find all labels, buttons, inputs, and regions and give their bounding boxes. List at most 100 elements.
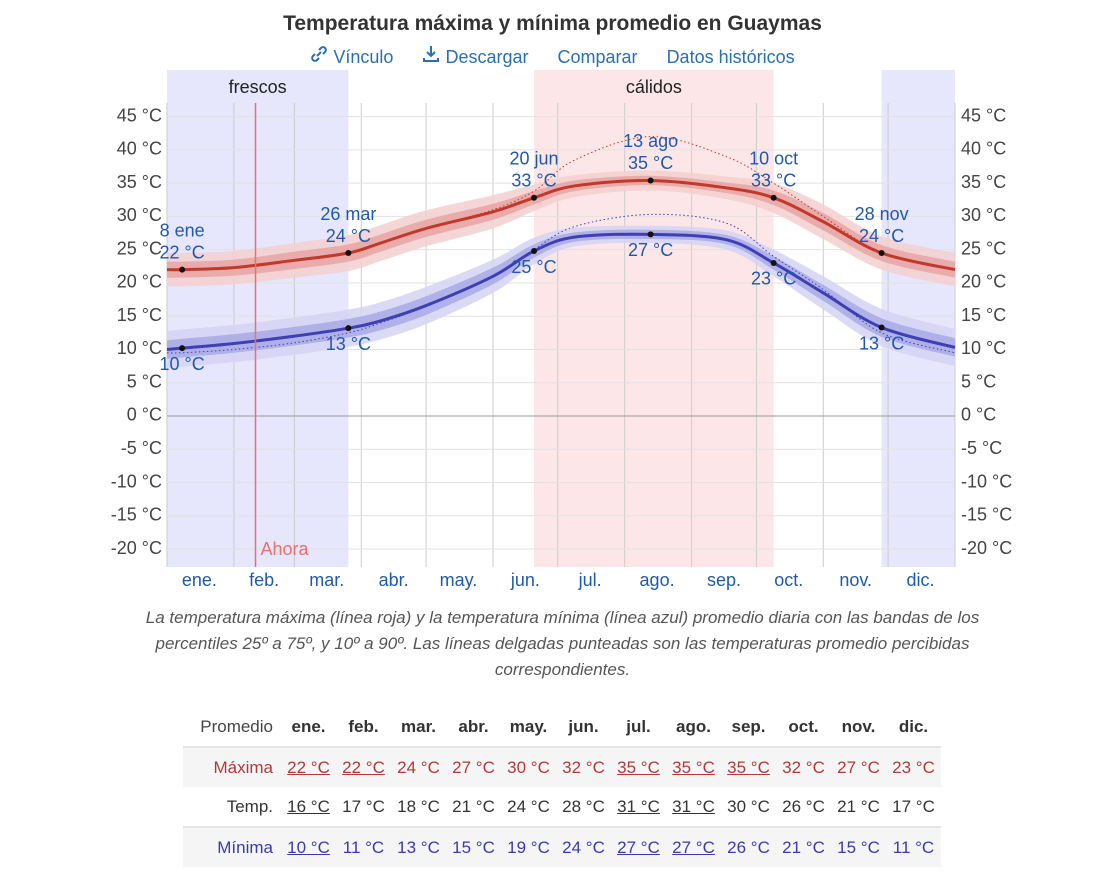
percentile-band: [167, 175, 955, 278]
annotation-label: 24 °C: [326, 226, 371, 246]
y-tick-label: -5 °C: [121, 438, 162, 458]
annotation-label: 22 °C: [159, 242, 204, 262]
annotation-point: [345, 325, 352, 332]
annotation-date: 26 mar: [320, 204, 376, 224]
annotation-point: [878, 324, 885, 331]
row-label: Mínima: [183, 826, 281, 867]
annotation-label: 24 °C: [859, 226, 904, 246]
annotation-date: 13 ago: [623, 131, 678, 151]
cell-value: 32 °C: [782, 757, 825, 777]
cell-value: 35 °C: [672, 757, 715, 777]
header-cell: oct.: [788, 716, 819, 736]
table-cell: 15 °C: [446, 826, 501, 867]
cell-value: 26 °C: [782, 796, 825, 816]
cell-value: 27 °C: [617, 837, 660, 857]
table-cell: 35 °C: [721, 746, 776, 787]
link-icon: [311, 46, 328, 62]
table-cell: 24 °C: [556, 826, 611, 867]
y-tick-label: 10 °C: [117, 338, 162, 358]
y-tick-label: -15 °C: [111, 505, 162, 525]
x-tick-label: dic.: [906, 570, 934, 590]
table-cell: 11 °C: [336, 826, 391, 867]
header-cell: jul.: [626, 716, 651, 736]
header-cell: jun.: [568, 716, 599, 736]
cell-value: 35 °C: [617, 757, 660, 777]
chart: frescos cálidos 45 °C 45 °C 40 °C 40 °C 35 °C 3…: [111, 70, 1012, 590]
cell-value: 31 °C: [672, 796, 715, 816]
table-cell: 28 °C: [556, 787, 611, 827]
x-tick-label: abr.: [379, 570, 409, 590]
annotation-date: 8 ene: [160, 220, 205, 240]
x-tick-label: sep.: [707, 570, 741, 590]
cell-value: 31 °C: [617, 796, 660, 816]
x-tick-label: nov.: [839, 570, 872, 590]
cell-value: 19 °C: [507, 837, 550, 857]
x-tick-label: ene.: [182, 570, 217, 590]
season-region: [534, 70, 774, 567]
header-cell: dic.: [898, 716, 929, 736]
annotation-label: 23 °C: [751, 269, 796, 289]
cell-value: 30 °C: [727, 796, 770, 816]
y-tick-label: 15 °C: [117, 305, 162, 325]
y-tick-label: 5 °C: [127, 371, 162, 391]
annotation-date: 28 nov: [855, 204, 909, 224]
table-header: Promedio ene. feb. mar. abr. may. jun. jul. ago.…: [183, 707, 941, 747]
x-tick-label: feb.: [249, 570, 279, 590]
annotation-label: 33 °C: [511, 171, 556, 191]
y-tick-label: 20 °C: [961, 272, 1006, 292]
table-cell: 21 °C: [446, 787, 501, 827]
link[interactable]: Vínculo: [310, 46, 393, 67]
cell-value: 15 °C: [452, 837, 495, 857]
season-label: frescos: [229, 77, 287, 97]
cell-value: 24 °C: [397, 757, 440, 777]
annotation-label: 13 °C: [859, 333, 904, 353]
annotation-point: [770, 259, 777, 266]
season-label: cálidos: [626, 77, 682, 97]
table: Promedio ene. feb. mar. abr. may. jun. jul. ago.…: [183, 707, 941, 867]
annotation-point: [531, 194, 538, 201]
table-row: Mínima 10 °C 11 °C 13 °C 15 °C 19 °C 24 °C 27 °…: [183, 826, 941, 867]
table-cell: 27 °C: [446, 746, 501, 787]
cell-value: 16 °C: [287, 796, 330, 816]
y-tick-label: 10 °C: [961, 338, 1006, 358]
cell-value: 11 °C: [342, 837, 385, 857]
x-tick-label: ago.: [640, 570, 675, 590]
cell-value: 13 °C: [397, 837, 440, 857]
link-text: Descargar: [445, 47, 529, 67]
annotation-label: 35 °C: [628, 153, 673, 173]
y-tick-label: 40 °C: [961, 139, 1006, 159]
table-row: Máxima 22 °C 22 °C 24 °C 27 °C 30 °C 32 °C 35 °…: [183, 746, 941, 787]
header-cell: sep.: [731, 716, 766, 736]
x-tick-label: jun.: [510, 570, 540, 590]
annotation-point: [179, 345, 186, 352]
annotation-date: 20 jun: [509, 149, 558, 169]
cell-value: 17 °C: [342, 796, 385, 816]
cell-value: 24 °C: [562, 837, 605, 857]
annotation-point: [179, 266, 186, 273]
y-tick-label: 30 °C: [961, 205, 1006, 225]
link[interactable]: Datos históricos: [666, 47, 795, 67]
table-cell: 21 °C: [776, 826, 831, 867]
header-cell: abr.: [458, 716, 489, 736]
cell-value: 18 °C: [397, 796, 440, 816]
table-cell: 32 °C: [556, 746, 611, 787]
series-line: [166, 232, 956, 351]
header-cell: Promedio: [200, 716, 273, 736]
header-cell: may.: [509, 716, 548, 736]
y-tick-label: -15 °C: [961, 505, 1012, 525]
cell-value: 11 °C: [892, 837, 935, 857]
cell-value: 21 °C: [837, 796, 880, 816]
link[interactable]: Comparar: [557, 47, 638, 67]
link[interactable]: Descargar: [422, 46, 529, 67]
table-cell: 10 °C: [281, 826, 336, 867]
cell-value: 27 °C: [452, 757, 495, 777]
header-cell: ene.: [291, 716, 326, 736]
table-cell: 19 °C: [501, 826, 556, 867]
annotation-point: [878, 250, 885, 257]
y-tick-label: 0 °C: [127, 405, 162, 425]
y-tick-label: 25 °C: [961, 238, 1006, 258]
y-tick-label: 45 °C: [117, 105, 162, 125]
table-cell: 27 °C: [611, 826, 666, 867]
annotation-label: 27 °C: [628, 240, 673, 260]
